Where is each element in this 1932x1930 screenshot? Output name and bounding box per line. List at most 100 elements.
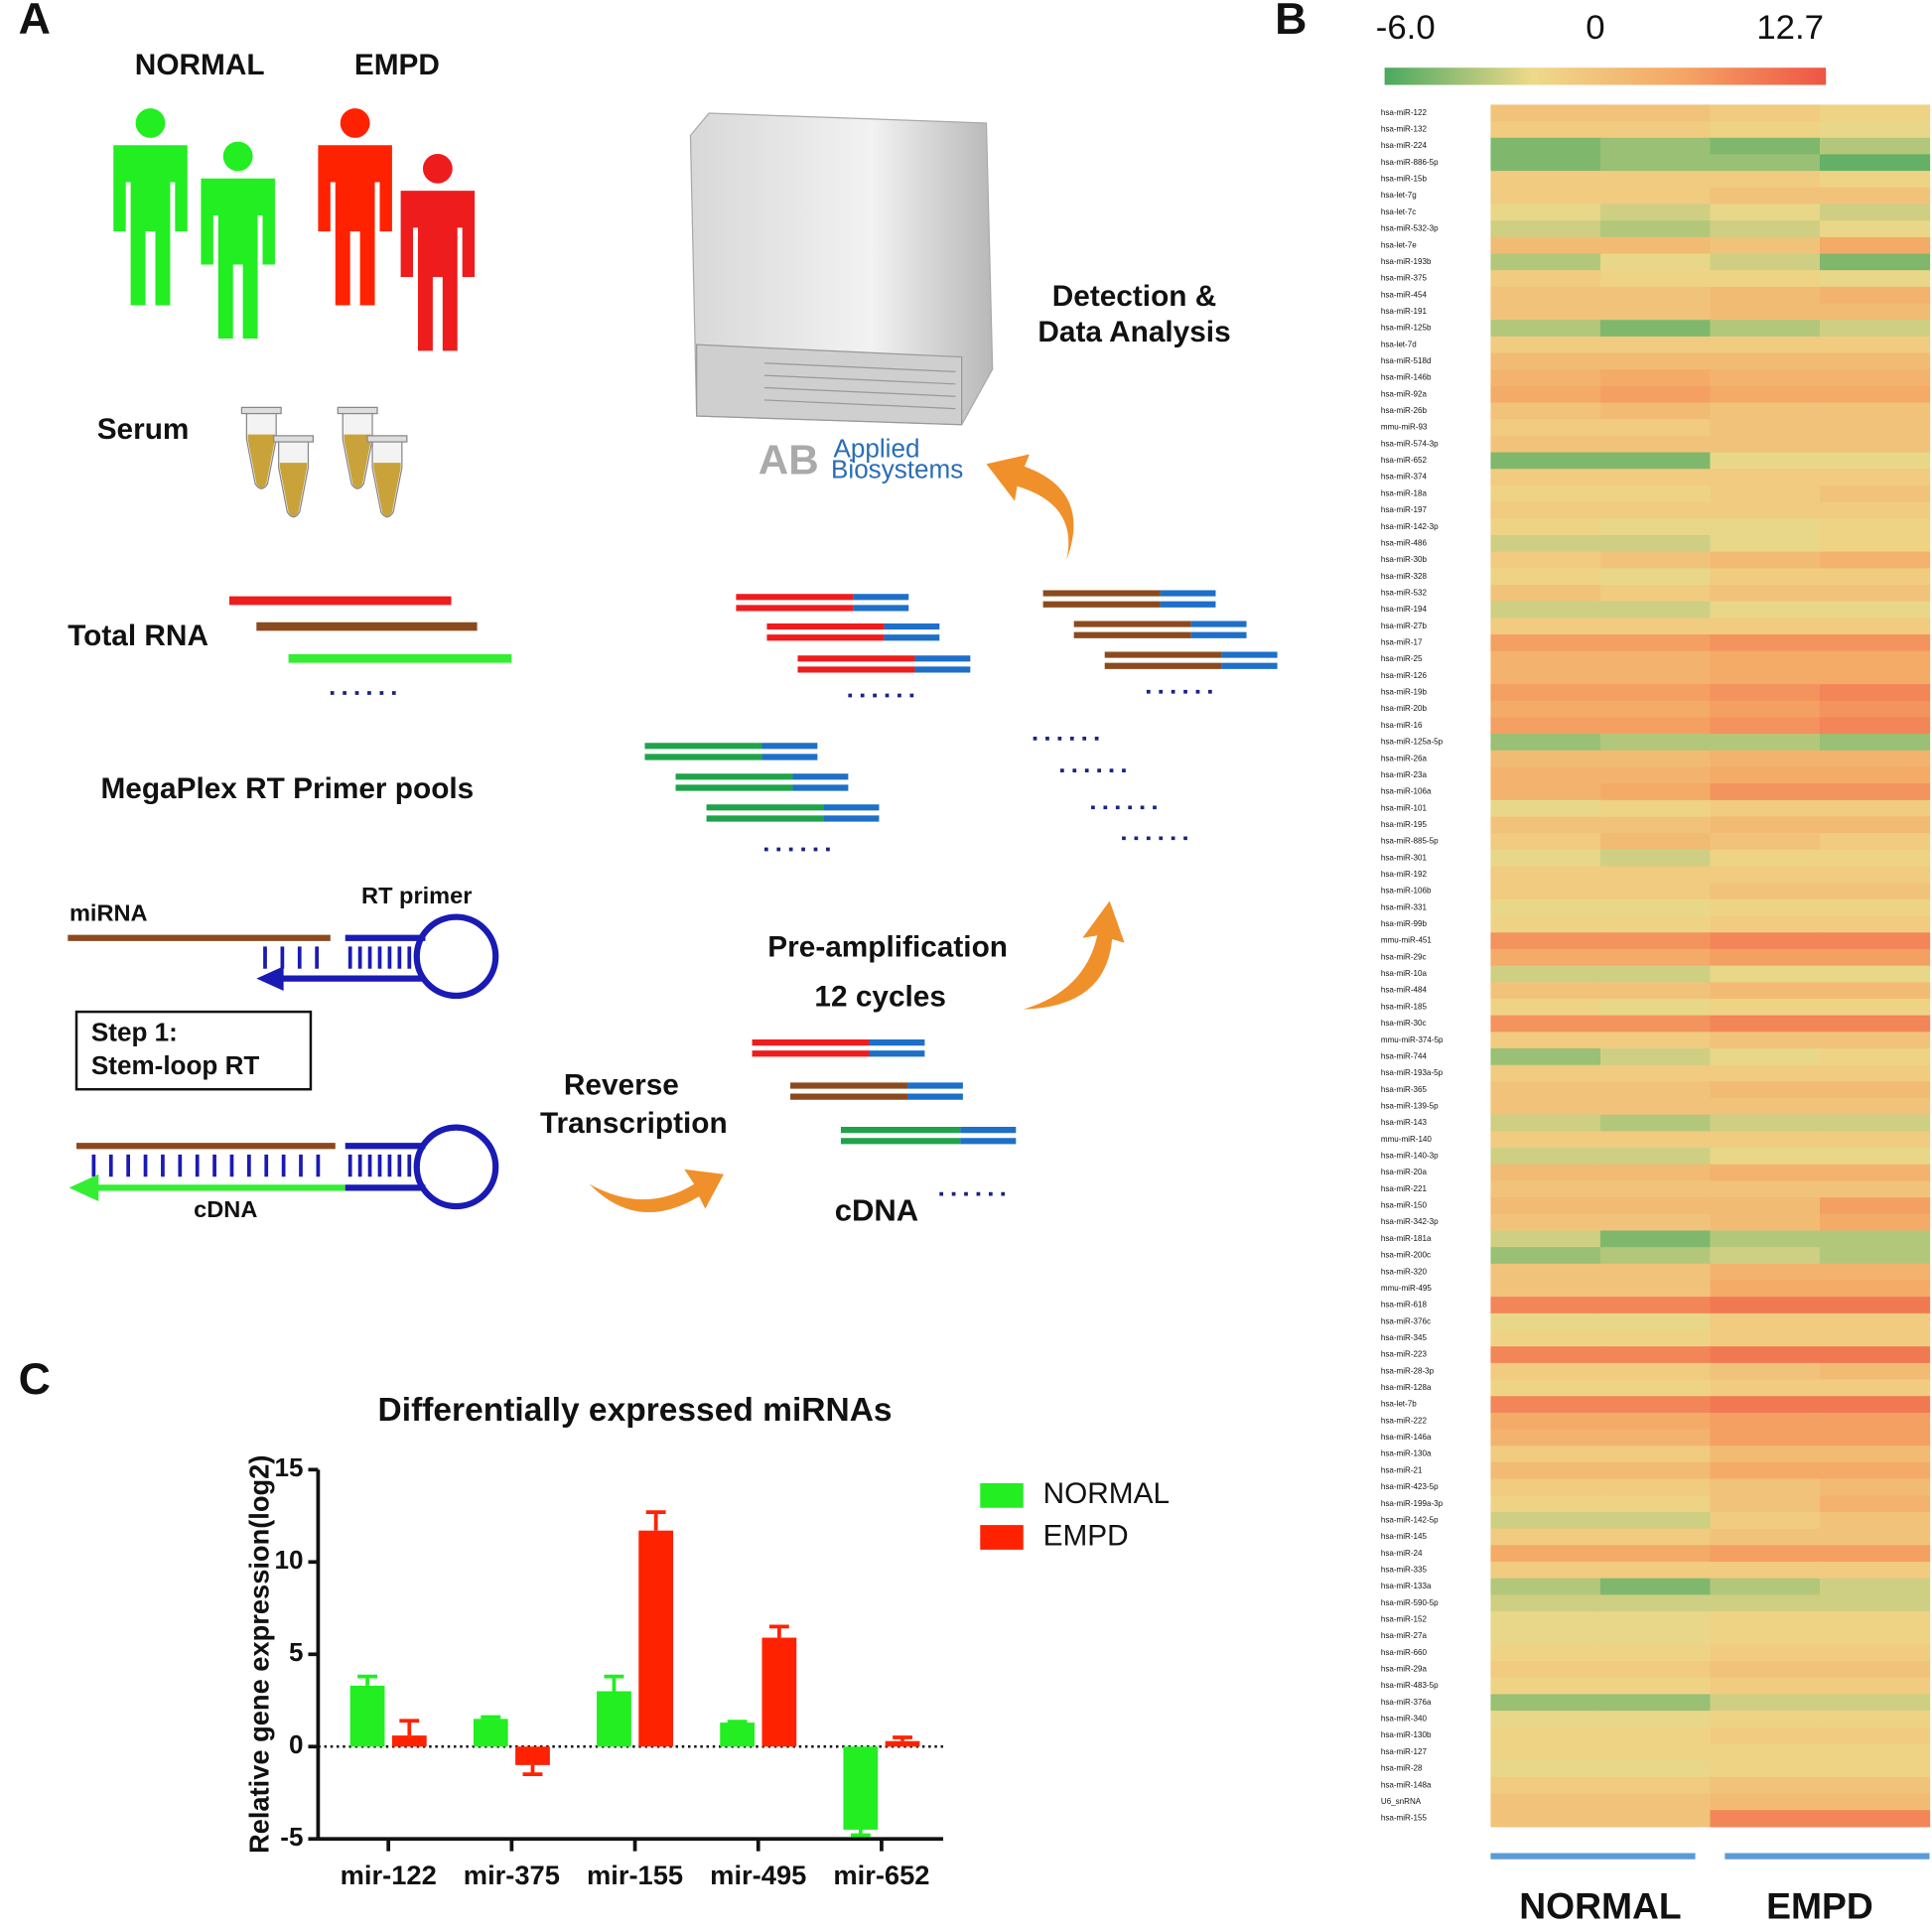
heatmap-cell bbox=[1490, 1213, 1601, 1232]
heatmap-cell bbox=[1599, 1114, 1712, 1133]
heatmap-cell bbox=[1710, 187, 1821, 206]
heatmap-cell bbox=[1490, 253, 1601, 271]
row-label: hsa-miR-99b bbox=[1381, 919, 1428, 928]
heatmap-cell bbox=[1599, 452, 1712, 470]
heatmap-cell bbox=[1490, 1694, 1601, 1712]
heatmap-cell bbox=[1710, 766, 1821, 784]
heatmap-cell bbox=[1599, 469, 1712, 486]
heatmap-cell bbox=[1710, 551, 1821, 569]
heatmap-cell bbox=[1819, 452, 1931, 470]
heatmap-cell bbox=[1490, 1048, 1601, 1066]
row-label: hsa-miR-652 bbox=[1381, 456, 1428, 465]
heatmap-cell bbox=[1599, 932, 1712, 950]
heatmap-cell bbox=[1819, 1511, 1931, 1530]
heatmap-cell bbox=[1710, 1197, 1821, 1215]
heatmap-cell bbox=[1599, 618, 1712, 635]
heatmap-cell bbox=[1490, 1627, 1601, 1646]
heatmap-cell bbox=[1819, 204, 1931, 221]
row-label: hsa-miR-132 bbox=[1381, 125, 1428, 134]
person-icon bbox=[113, 145, 188, 306]
heatmap-cell bbox=[1599, 816, 1712, 834]
row-label: hsa-miR-20a bbox=[1381, 1168, 1428, 1176]
person-icon bbox=[340, 108, 370, 138]
label: MegaPlex RT Primer pools bbox=[100, 772, 474, 805]
row-label: hsa-miR-26b bbox=[1381, 406, 1428, 415]
stem-loop bbox=[413, 1124, 499, 1210]
heatmap-cell bbox=[1710, 1528, 1821, 1546]
heatmap-cell bbox=[1490, 965, 1601, 983]
heatmap-cell bbox=[1490, 1329, 1601, 1347]
row-label: hsa-miR-125a-5p bbox=[1381, 738, 1444, 747]
logo-mark: AB bbox=[759, 436, 819, 482]
heatmap-cell bbox=[1819, 1263, 1931, 1282]
heatmap-cell bbox=[1710, 1461, 1821, 1480]
row-label: hsa-miR-328 bbox=[1381, 572, 1428, 581]
row-label: hsa-miR-30b bbox=[1381, 555, 1428, 564]
heatmap-cell bbox=[1819, 1461, 1931, 1480]
label: 12 cycles bbox=[814, 980, 946, 1013]
heatmap-cell bbox=[1819, 1611, 1931, 1629]
person-icon bbox=[135, 108, 166, 138]
heatmap-cell bbox=[1490, 1726, 1601, 1745]
legend-swatch bbox=[980, 1525, 1024, 1550]
heatmap-cell bbox=[1819, 419, 1931, 437]
heatmap-cell bbox=[1710, 1346, 1821, 1364]
label: Serum bbox=[97, 413, 190, 446]
row-label: hsa-miR-23a bbox=[1381, 770, 1428, 779]
row-label: hsa-miR-483-5p bbox=[1381, 1681, 1439, 1690]
heatmap-cell bbox=[1819, 750, 1931, 768]
heatmap-cell bbox=[1490, 236, 1601, 255]
row-label: hsa-miR-30c bbox=[1381, 1019, 1427, 1028]
heatmap-cell bbox=[1490, 1528, 1601, 1546]
heatmap-cell bbox=[1710, 1280, 1821, 1298]
heatmap-cell bbox=[1599, 982, 1712, 1000]
heatmap-cell bbox=[1710, 336, 1821, 354]
heatmap-cell bbox=[1710, 1429, 1821, 1447]
row-label: hsa-miR-590-5p bbox=[1381, 1598, 1439, 1607]
heatmap-cell bbox=[1819, 220, 1931, 238]
heatmap-cell bbox=[1819, 104, 1931, 122]
heatmap-cell bbox=[1710, 1180, 1821, 1198]
heatmap-cell bbox=[1819, 1312, 1931, 1331]
row-label: hsa-miR-21 bbox=[1381, 1465, 1423, 1474]
label: Transcription bbox=[540, 1107, 728, 1140]
heatmap-cell bbox=[1710, 204, 1821, 221]
heatmap-cell bbox=[1599, 1429, 1712, 1447]
heatmap-cell bbox=[1490, 320, 1601, 338]
heatmap-cell bbox=[1710, 1644, 1821, 1662]
heatmap-cell bbox=[1599, 650, 1712, 669]
person-icon bbox=[400, 191, 476, 351]
row-label: hsa-miR-222 bbox=[1381, 1416, 1428, 1425]
heatmap-cell bbox=[1819, 568, 1931, 586]
heatmap-cell bbox=[1710, 1312, 1821, 1331]
x-tick-label: mir-652 bbox=[833, 1860, 929, 1890]
heatmap-cell bbox=[1819, 700, 1931, 719]
legend-label: NORMAL bbox=[1043, 1477, 1170, 1510]
row-label: hsa-miR-193a-5p bbox=[1381, 1068, 1444, 1077]
heatmap-cell bbox=[1490, 1429, 1601, 1447]
row-label: hsa-miR-126 bbox=[1381, 671, 1428, 680]
label: Step 1: bbox=[91, 1017, 178, 1046]
heatmap-cell bbox=[1490, 816, 1601, 834]
heatmap-cell bbox=[1819, 1528, 1931, 1546]
heatmap-cell bbox=[1490, 1131, 1601, 1149]
heatmap-cell bbox=[1710, 717, 1821, 735]
heatmap-cell bbox=[1599, 667, 1712, 685]
arrow-head bbox=[256, 966, 284, 992]
heatmap-cell bbox=[1819, 518, 1931, 536]
heatmap-cell bbox=[1710, 932, 1821, 950]
bar bbox=[473, 1719, 508, 1747]
heatmap-cell bbox=[1819, 948, 1931, 967]
heatmap-cell bbox=[1490, 501, 1601, 519]
heatmap-cell bbox=[1819, 766, 1931, 784]
heatmap-cell bbox=[1819, 270, 1931, 288]
heatmap-cell bbox=[1490, 1015, 1601, 1033]
heatmap-cell bbox=[1490, 1064, 1601, 1082]
heatmap-cell bbox=[1490, 1263, 1601, 1282]
heatmap-cell bbox=[1819, 336, 1931, 354]
colorbar bbox=[1384, 68, 1827, 85]
heatmap-cell bbox=[1819, 1644, 1931, 1662]
heatmap-cell bbox=[1710, 352, 1821, 370]
heatmap-cell bbox=[1710, 1114, 1821, 1133]
